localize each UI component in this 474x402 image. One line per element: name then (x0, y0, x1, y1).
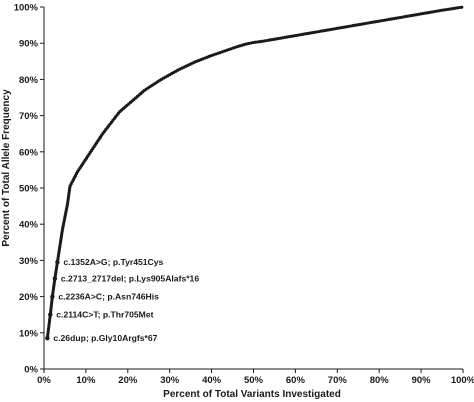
x-tick-label: 20% (118, 375, 138, 386)
x-tick-label: 30% (160, 375, 180, 386)
annotations: c.1352A>G; p.Tyr451Cys c.2713_2717del; p.… (45, 257, 199, 343)
annotation-label: c.1352A>G; p.Tyr451Cys (63, 257, 163, 267)
x-tick-label: 40% (202, 375, 222, 386)
x-tick-label: 50% (244, 375, 264, 386)
y-tick-label: 60% (19, 147, 39, 158)
annotated-point (55, 260, 60, 265)
annotated-point (52, 276, 58, 281)
y-tick-label: 70% (19, 111, 39, 122)
series-line (46, 6, 464, 339)
x-tick-label: 70% (328, 375, 348, 386)
y-tick-label: 40% (19, 220, 39, 231)
y-axis-title: Percent of Total Allele Frequency (1, 89, 12, 247)
y-tick-label: 30% (19, 256, 39, 267)
x-tick-label: 80% (370, 375, 390, 386)
y-tick-label: 100% (14, 3, 39, 14)
annotation-label: c.2713_2717del; p.Lys905Alafs*16 (61, 274, 199, 284)
y-tick-label: 90% (19, 39, 39, 50)
plot-area: 0% 10% 20% 30% 40% 50% 60% 70% 80% 90% 100% 0% 10% 2… (14, 3, 474, 387)
series-points (45, 5, 464, 340)
y-tick-label: 50% (19, 184, 39, 195)
x-tick-label: 10% (76, 375, 96, 386)
data-point (460, 5, 464, 9)
annotated-point (45, 336, 50, 341)
annotation-label: c.26dup; p.Gly10Argfs*67 (53, 333, 157, 343)
y-tick-label: 0% (24, 365, 38, 376)
y-tick-label: 80% (19, 75, 39, 86)
y-tick-label: 10% (19, 328, 39, 339)
x-tick-label: 90% (412, 375, 432, 386)
annotation-label: c.2236A>C; p.Asn746His (58, 292, 159, 302)
x-axis-title: Percent of Total Variants Investigated (163, 389, 341, 400)
x-axis-ticks: 0% 10% 20% 30% 40% 50% 60% 70% 80% 90% 100% (37, 369, 474, 386)
y-tick-label: 20% (19, 292, 39, 303)
annotated-point (50, 294, 55, 299)
x-tick-label: 0% (37, 375, 51, 386)
annotated-point (48, 312, 53, 317)
annotation-label: c.2114C>T; p.Thr705Met (56, 310, 153, 320)
y-axis-ticks: 0% 10% 20% 30% 40% 50% 60% 70% 80% 90% 100% (14, 3, 44, 376)
x-tick-label: 100% (451, 375, 474, 386)
x-tick-label: 60% (286, 375, 306, 386)
